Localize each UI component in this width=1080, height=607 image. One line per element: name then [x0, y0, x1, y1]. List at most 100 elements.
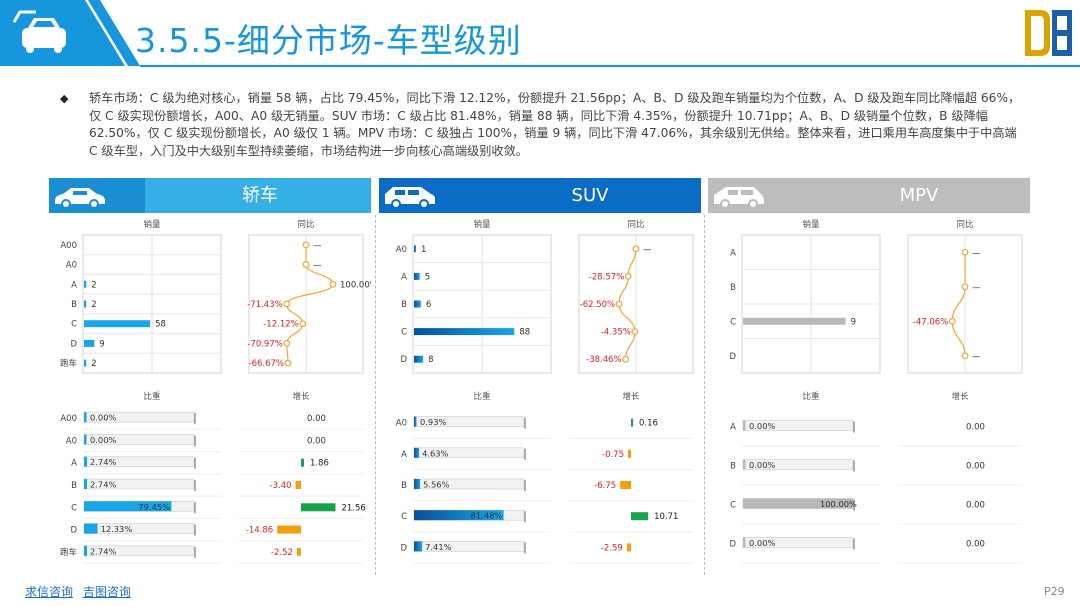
share-category-label: A0	[396, 419, 407, 429]
growth-bar	[626, 543, 631, 552]
yoy-point	[299, 320, 307, 328]
suv-panel: SUV 销量 A0 1 A 5 B 6 C 88 D 8 同比 — -28.57% -62.50% -4.35…	[379, 178, 701, 573]
growth-chart-title: 增长	[622, 391, 640, 402]
share-category-label: D	[400, 543, 407, 553]
brand-logo-icon	[1025, 10, 1072, 56]
sales-data-label: 88	[519, 328, 530, 338]
mpv-panel: MPV 销量 A B C 9 D 同比 — — -47.06% — 比重 A 0.00% B 0.00% C 10…	[708, 178, 1030, 573]
sales-category-label: A	[730, 248, 736, 258]
yoy-data-label: —	[972, 248, 981, 258]
growth-bar	[295, 481, 301, 489]
sales-bar	[84, 300, 87, 308]
share-category-label: A00	[60, 414, 77, 424]
sales-data-label: 2	[91, 280, 96, 290]
growth-data-label: 0.00	[966, 540, 985, 550]
share-data-label: 2.74%	[90, 457, 116, 467]
growth-data-label: 0.00	[966, 462, 985, 472]
panel-header: 轿车	[49, 178, 371, 213]
share-bar	[414, 479, 421, 489]
page-number: P29	[1044, 585, 1065, 598]
yoy-point	[961, 352, 969, 360]
share-bar	[84, 434, 87, 445]
yoy-data-label: -66.67%	[249, 359, 284, 369]
sedan-car-icon	[55, 188, 105, 209]
share-bar	[84, 523, 98, 534]
yoy-point	[302, 261, 310, 268]
yoy-point	[624, 273, 632, 280]
share-chart-title: 比重	[802, 391, 820, 402]
sales-data-label: 2	[91, 300, 96, 310]
footer-link-jitu[interactable]: 吉图咨询	[82, 585, 131, 599]
sales-data-label: 1	[421, 245, 426, 255]
share-category-label: A0	[66, 436, 77, 446]
yoy-series-line	[951, 252, 966, 356]
growth-data-label: 0.00	[966, 501, 985, 511]
growth-chart-title: 增长	[292, 391, 310, 402]
share-bar	[84, 456, 88, 467]
sales-category-label: D	[70, 339, 77, 349]
sales-data-label: 8	[428, 355, 433, 365]
yoy-data-label: -62.50%	[580, 300, 615, 310]
share-data-label: 100.00%	[820, 499, 857, 509]
yoy-data-label: -47.06%	[913, 317, 948, 327]
sales-category-label: A0	[66, 261, 77, 271]
share-data-label: 0.00%	[749, 421, 775, 431]
sales-data-label: 5	[425, 272, 430, 282]
growth-data-label: -3.40	[270, 481, 292, 491]
share-data-label: 0.93%	[420, 417, 446, 427]
panel-header: SUV	[379, 178, 701, 213]
share-data-label: 81.48%	[471, 511, 503, 521]
yoy-data-label: —	[643, 245, 652, 255]
growth-data-label: -14.86	[246, 526, 273, 536]
yoy-point	[631, 328, 639, 335]
share-data-label: 0.00%	[90, 435, 116, 445]
growth-data-label: -0.75	[602, 450, 624, 460]
share-bar	[414, 541, 423, 552]
share-category-label: D	[70, 526, 77, 536]
yoy-point	[615, 300, 623, 308]
header-background	[0, 0, 1080, 67]
sales-bar	[414, 355, 424, 363]
sales-category-label: B	[730, 283, 736, 293]
panel-title-sedan: 轿车	[242, 185, 278, 206]
growth-bar	[628, 449, 631, 458]
sales-category-label: B	[71, 300, 77, 310]
growth-data-label: -2.59	[601, 543, 623, 553]
growth-data-label: -2.52	[271, 548, 293, 558]
sedan-panel: 轿车 销量 A00 A0 A 2 B 2 C 58 D 9 跑车 2 同比 — — 100.00% -71.43%…	[49, 178, 371, 573]
panel-divider	[375, 215, 376, 575]
share-category-label: C	[730, 501, 736, 511]
share-bar	[84, 412, 87, 423]
yoy-chart-title: 同比	[956, 219, 973, 230]
share-category-label: B	[71, 481, 77, 491]
yoy-data-label: —	[972, 352, 981, 362]
sales-bar	[414, 328, 515, 336]
header-banner: 3.5.5-细分市场-车型级别	[0, 0, 1080, 80]
yoy-data-label: -71.43%	[247, 300, 282, 310]
growth-data-label: 0.00	[307, 436, 326, 446]
yoy-data-label: -38.46%	[586, 355, 621, 365]
yoy-point	[283, 340, 291, 347]
sales-chart-title: 销量	[802, 219, 820, 230]
share-bar	[414, 510, 504, 521]
sales-data-label: 9	[99, 339, 104, 349]
growth-data-label: 0.00	[307, 414, 326, 424]
footer-links: 求信咨询 吉图咨询	[25, 583, 137, 600]
sales-category-label: D	[729, 352, 736, 362]
growth-bar	[296, 547, 301, 556]
yoy-data-label: —	[972, 283, 981, 293]
share-data-label: 79.45%	[138, 502, 170, 512]
yoy-data-label: -28.57%	[589, 272, 624, 282]
growth-bar	[277, 525, 301, 534]
panel-title-suv: SUV	[571, 185, 609, 206]
sales-category-label: 跑车	[60, 358, 77, 369]
sedan-charts: 销量 A00 A0 A 2 B 2 C 58 D 9 跑车 2 同比 — — 100.00% -71.43% -12…	[60, 219, 371, 564]
share-bar	[84, 545, 88, 556]
sales-category-label: D	[400, 355, 407, 365]
sales-category-label: B	[401, 300, 407, 310]
share-category-label: 跑车	[60, 547, 77, 558]
summary-text: 轿车市场：C 级为绝对核心，销量 58 辆，占比 79.45%，同比下滑 12.…	[89, 91, 1021, 158]
sales-bar	[84, 320, 151, 328]
footer-link-qiuxin[interactable]: 求信咨询	[25, 585, 74, 599]
share-data-label: 5.56%	[423, 480, 449, 490]
